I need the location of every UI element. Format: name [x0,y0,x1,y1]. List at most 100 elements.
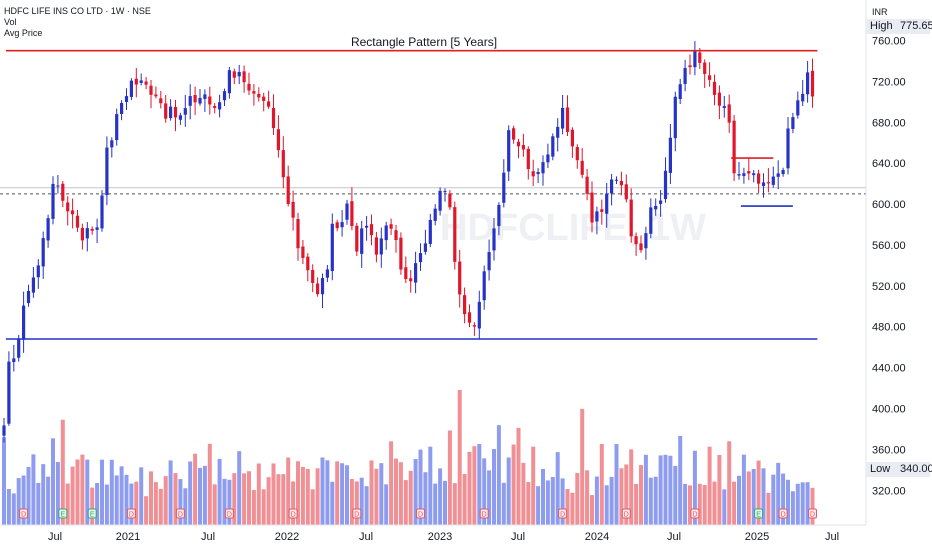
candle-body [281,150,285,178]
high-badge: High 775.65 [866,19,932,34]
volume-bar [580,408,585,525]
currency-label[interactable]: INR [872,7,888,17]
volume-bar [653,476,658,525]
svg-text:E: E [90,512,95,519]
dividend-marker[interactable]: D [288,508,298,519]
earnings-marker[interactable]: E [58,508,68,519]
candle-body [115,114,119,141]
candle-body [654,205,658,210]
volume-bar [261,489,266,525]
volume-bar [41,464,46,525]
candle-body [22,305,26,340]
volume-bar [634,483,639,525]
candle-body [619,180,623,186]
volume-bar [594,476,599,525]
y-tick-label: 480.00 [872,322,906,334]
chart-watermark: HDFCLIFE, 1W [440,207,706,249]
dividend-marker[interactable]: D [416,508,425,519]
volume-bar [109,459,114,525]
candle-body [644,233,648,249]
time-axis[interactable]: Jul 2021 Jul 2022 Jul 2023 Jul 2024 Jul 2025 Jul [0,524,866,543]
volume-bar [531,446,536,525]
svg-text:D: D [810,512,815,519]
candle-body [139,80,143,83]
candle-body [12,358,16,363]
svg-text:D: D [781,512,786,519]
candle-body [693,50,697,68]
volume-bar [408,470,413,525]
dividend-marker[interactable]: D [558,508,568,519]
candle-body [810,70,815,97]
volume-bar [286,457,291,525]
candle-body [213,106,217,108]
volume-bar [222,478,227,525]
reference-lines [0,187,866,195]
volume-bar [492,449,496,525]
volume-bar [786,479,790,525]
volume-bar [183,488,188,525]
volume-bar [722,489,727,525]
volume-bar [85,459,90,525]
candle-body [247,83,251,91]
x-tick-label: Jul [201,531,215,543]
candle-body [683,67,687,84]
candle-body [639,243,643,251]
dividend-marker[interactable]: D [19,508,29,519]
y-tick-label: 680.00 [872,117,906,129]
x-tick-label: 2024 [585,531,609,543]
volume-legend[interactable]: Vol [4,17,17,27]
volume-bar [237,451,242,525]
candle-body [776,173,780,177]
dividend-marker[interactable]: D [778,508,788,519]
candle-body [85,228,89,239]
volume-bar [114,475,119,525]
dividend-marker[interactable]: D [175,508,185,519]
volume-bar [727,441,732,525]
volume-bar [619,468,624,525]
candle-body [105,147,109,196]
candle-body [570,129,574,147]
volume-bar [276,474,281,525]
volume-bar [251,490,256,525]
candle-body [521,145,525,150]
candle-body [365,225,369,228]
price-axis[interactable]: 320.00340.00360.00400.00440.00480.00520.… [865,0,906,525]
volume-bar [364,486,369,525]
volume-bar [800,482,805,525]
volume-bar [212,484,217,525]
candle-body [546,154,550,163]
volume-bar [668,455,673,525]
volume-bar [477,444,482,525]
drawings[interactable] [5,49,818,340]
candle-body [698,52,702,63]
dividend-marker[interactable]: D [479,508,489,519]
annotation-label[interactable]: Rectangle Pattern [5 Years] [351,35,497,49]
dividend-marker[interactable]: D [621,508,631,519]
candle-body [330,223,334,272]
volume-bar [26,466,31,525]
volume-bar [163,476,168,525]
y-tick-label: 560.00 [872,240,906,252]
candle-body [659,200,663,204]
candle-body [585,176,589,194]
dividend-marker[interactable]: D [690,508,700,519]
earnings-marker[interactable]: E [754,508,764,519]
candle-body [80,227,84,241]
dividend-marker[interactable]: D [352,508,362,519]
svg-text:D: D [560,512,565,519]
dividend-marker[interactable]: D [126,508,136,519]
avg-price-legend[interactable]: Avg Price [4,28,43,38]
volume-bar [158,488,163,525]
symbol-title[interactable]: HDFC LIFE INS CO LTD · 1W · NSE [4,6,151,16]
volume-bar [384,484,389,525]
dividend-marker[interactable]: D [808,508,817,519]
earnings-marker[interactable]: E [87,508,97,519]
candle-body [389,224,393,229]
volume-bar [629,449,634,525]
candle-body [575,147,579,161]
volume-bar [188,461,193,525]
volume-bar [472,446,477,525]
dividend-marker[interactable]: D [224,508,234,519]
